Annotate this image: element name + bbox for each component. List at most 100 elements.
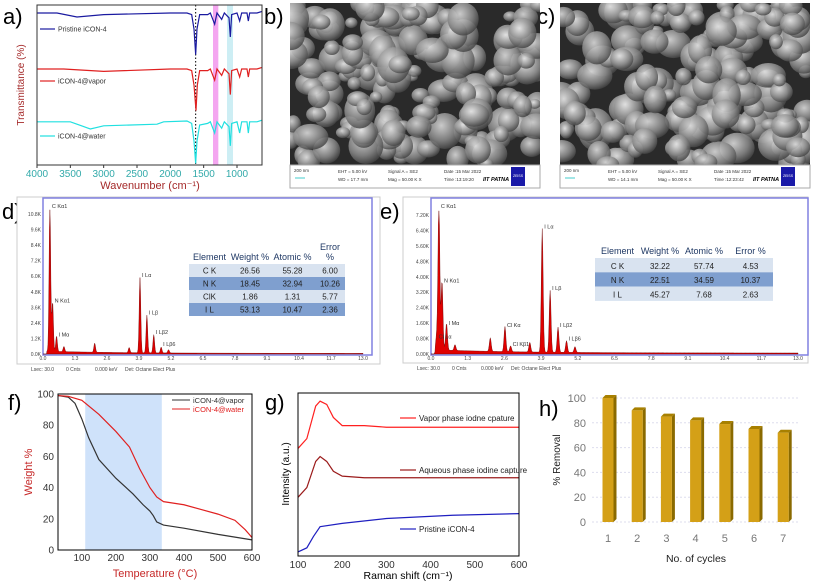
sem-particle [355,3,385,22]
table-cell: 2.36 [322,306,338,315]
y-tick-label: 5.60K [416,244,430,250]
sem-particle [793,99,810,124]
sem-particle [776,39,803,62]
panel-label-e: e) [380,199,400,224]
bar-side [642,407,646,522]
x-tick-label: 4000 [26,169,49,180]
bar-top [748,426,763,429]
sem-particle [754,3,772,16]
sem-particle [735,69,751,86]
sem-signal: Signal A = SE2 [388,169,418,174]
x-tick-label: 300 [142,553,159,564]
bar [719,424,731,522]
table-cell: N K [611,276,625,285]
y-tick-label: 0.0K [31,352,42,358]
sem-particle [465,136,491,164]
table-row [189,277,345,290]
footer-text: Det: Octane Elect Plus [511,366,562,372]
sem-particle [401,6,420,21]
x-tick-label: 1500 [193,169,216,180]
ftir-chart: Pristine iCON-4 iCON-4@vapor iCON-4@water 4… [26,4,263,180]
table-header: Atomic % [273,252,311,262]
x-tick-label: 1 [605,533,611,545]
sem-particle [441,43,475,79]
peak-label: I Lβ2 [156,330,168,336]
bar-ylabel: % Removal [552,434,563,485]
bar-side [613,395,617,522]
bar [748,429,760,522]
peak-label: Cl Kα [507,323,521,329]
x-tick-label: 200 [334,560,351,571]
tga-ylabel: Weight % [23,448,35,495]
table-cell: 1.86 [242,293,258,302]
x-tick-label: 200 [108,553,125,564]
sem-particle [560,123,573,139]
y-tick-label: 0.80K [416,337,430,343]
series-line [57,394,253,538]
x-tick-label: 1.3 [72,356,79,362]
sem-particle [560,6,576,28]
peak-label: I Lβ [552,286,561,292]
panel-label-a: a) [3,4,23,29]
sem-particle [311,14,331,30]
y-tick-label: 40 [574,467,586,479]
table-row [595,272,773,287]
x-tick-label: 5 [722,533,728,545]
raman-xlabel: Raman shift (cm⁻¹) [364,570,453,581]
table-cell: 10.47 [282,306,303,315]
legend-label: Pristine iCON-4 [419,525,475,534]
sem-particle [427,113,462,149]
bar-xlabel: No. of cycles [666,553,726,565]
sem-particle [666,3,686,17]
sem-particle [560,140,576,163]
x-tick-label: 600 [244,553,261,564]
sem-eht: EHT = 5.00 kV [608,169,637,174]
table-cell: I L [205,306,214,315]
bar-top [602,395,617,398]
bar [777,432,789,522]
x-tick-label: 7.8 [648,356,655,362]
sem-wd: WD = 14.1 mm [608,177,638,182]
x-tick-label: 4 [693,533,699,545]
x-tick-label: 5.2 [168,356,175,362]
bar-top [690,417,705,421]
table-header: Error [320,242,340,252]
series-line [57,394,253,541]
sem-particle [736,115,756,135]
plot-frame [36,4,263,166]
bar-top [777,429,792,433]
sem-particle [577,61,613,90]
table-cell: 1.31 [285,293,301,302]
y-tick-label: 8.4K [31,243,42,249]
raman-chart: Vapor phase iodne cpature Aqueous phase i… [290,392,528,571]
y-tick-label: 6.0K [31,274,42,280]
table-header: Element [193,252,227,262]
sem-particle [345,17,358,29]
sem-image-c: 200 nm EHT = 5.00 kV WD = 14.1 mm Signal A … [559,3,811,189]
sem-particle [530,3,540,13]
sem-particle [306,106,327,123]
series-line [297,455,519,498]
x-tick-label: 100 [73,553,90,564]
sem-particle [688,9,705,26]
peak-label: I Mα [59,332,71,338]
table-header: Weight % [231,252,269,262]
x-tick-label: 3000 [93,169,116,180]
sem-particle [770,81,793,103]
y-tick-label: 9.6K [31,228,42,234]
sem-date: Date :15 Mar 2022 [714,169,752,174]
zeiss-logo [511,167,525,186]
bar [631,410,643,522]
sem-particle [640,29,669,54]
sem-particle [582,31,612,65]
footer-text: 0 Cnts [66,367,81,373]
bar-top [660,413,675,417]
sem-particle [694,153,718,165]
sem-particle [771,114,799,138]
eds-chart-e: C Kα1 N Kα1 I Mα Cl Lα Cl Kα Cl Kβ1 I Lα I Lβ I … [402,196,809,372]
legend-label: Pristine iCON-4 [58,27,107,34]
x-tick-label: 10.4 [294,356,304,362]
series-line [297,513,520,553]
x-tick-label: 100 [290,560,307,571]
sem-info-bar [559,164,811,189]
